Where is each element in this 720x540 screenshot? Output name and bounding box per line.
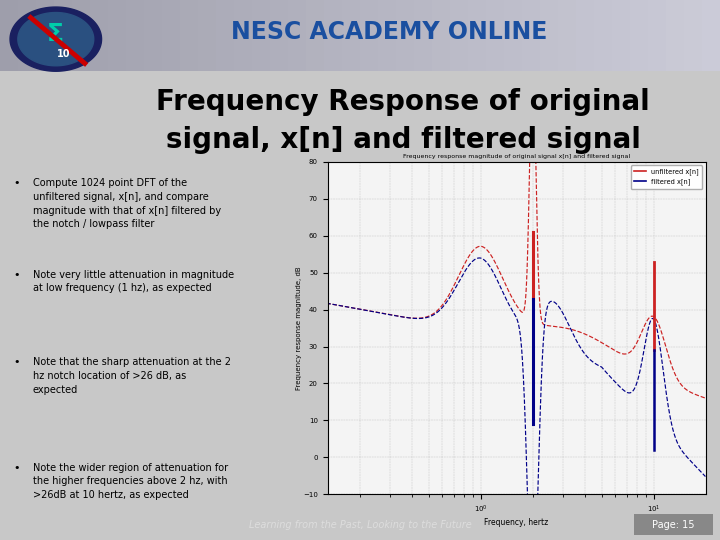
Text: signal, x[n] and filtered signal: signal, x[n] and filtered signal bbox=[166, 126, 641, 154]
unfiltered x[n] bbox=[456, 269, 464, 276]
Text: •: • bbox=[14, 269, 20, 280]
Text: Frequency Response of original: Frequency Response of original bbox=[156, 88, 650, 116]
Text: Note that the sharp attenuation at the 2
hz notch location of >26 dB, as
expecte: Note that the sharp attenuation at the 2… bbox=[32, 357, 230, 395]
Line: filtered x[n]: filtered x[n] bbox=[308, 258, 706, 540]
Text: Compute 1024 point DFT of the
unfiltered signal, x[n], and compare
magnitude wit: Compute 1024 point DFT of the unfiltered… bbox=[32, 178, 220, 230]
unfiltered x[n] bbox=[304, 296, 312, 303]
Polygon shape bbox=[18, 12, 94, 66]
Text: Note the wider region of attenuation for
the higher frequencies above 2 hz, with: Note the wider region of attenuation for… bbox=[32, 463, 228, 500]
Text: Page: 15: Page: 15 bbox=[652, 519, 695, 530]
Bar bbox=[522, 0, 540, 71]
Bar bbox=[342, 0, 360, 71]
Bar bbox=[558, 0, 576, 71]
Bar bbox=[432, 0, 450, 71]
filtered x[n] bbox=[349, 305, 358, 311]
unfiltered x[n] bbox=[528, 60, 537, 66]
filtered x[n] bbox=[304, 296, 312, 303]
Bar bbox=[666, 0, 684, 71]
Bar bbox=[486, 0, 504, 71]
Text: •: • bbox=[14, 463, 20, 473]
Bar bbox=[0, 0, 18, 71]
Bar bbox=[36, 0, 54, 71]
Polygon shape bbox=[10, 7, 102, 71]
unfiltered x[n] bbox=[372, 309, 381, 315]
Bar bbox=[162, 0, 180, 71]
Bar bbox=[180, 0, 198, 71]
Text: Learning from the Past, Looking to the Future: Learning from the Past, Looking to the F… bbox=[248, 519, 472, 530]
Bar bbox=[270, 0, 288, 71]
Bar bbox=[634, 514, 713, 535]
Bar bbox=[18, 0, 36, 71]
Bar bbox=[702, 0, 720, 71]
Bar bbox=[306, 0, 324, 71]
Bar bbox=[378, 0, 396, 71]
filtered x[n] bbox=[701, 473, 710, 480]
Title: Frequency response magnitude of original signal x[n] and filtered signal: Frequency response magnitude of original… bbox=[403, 154, 630, 159]
Text: •: • bbox=[14, 357, 20, 368]
filtered x[n] bbox=[473, 255, 482, 261]
Bar bbox=[198, 0, 216, 71]
Bar bbox=[108, 0, 126, 71]
Bar bbox=[234, 0, 252, 71]
X-axis label: Frequency, hertz: Frequency, hertz bbox=[485, 518, 549, 527]
unfiltered x[n] bbox=[693, 392, 702, 399]
Bar bbox=[54, 0, 72, 71]
Bar bbox=[540, 0, 558, 71]
Bar bbox=[648, 0, 666, 71]
Text: NESC ACADEMY ONLINE: NESC ACADEMY ONLINE bbox=[230, 20, 547, 44]
Bar bbox=[72, 0, 90, 71]
Bar bbox=[612, 0, 630, 71]
Bar bbox=[468, 0, 486, 71]
Bar bbox=[396, 0, 414, 71]
Bar bbox=[504, 0, 522, 71]
Bar bbox=[414, 0, 432, 71]
Bar bbox=[288, 0, 306, 71]
Text: Note very little attenuation in magnitude
at low frequency (1 hz), as expected: Note very little attenuation in magnitud… bbox=[32, 269, 234, 293]
unfiltered x[n] bbox=[651, 314, 660, 321]
unfiltered x[n] bbox=[701, 395, 710, 401]
Bar bbox=[90, 0, 108, 71]
filtered x[n] bbox=[651, 319, 660, 325]
filtered x[n] bbox=[456, 276, 464, 282]
Bar bbox=[594, 0, 612, 71]
Bar bbox=[684, 0, 702, 71]
Text: 10: 10 bbox=[58, 49, 71, 59]
filtered x[n] bbox=[693, 465, 702, 472]
Bar bbox=[144, 0, 162, 71]
Bar bbox=[360, 0, 378, 71]
Bar bbox=[126, 0, 144, 71]
Y-axis label: Frequency response magnitude, dB: Frequency response magnitude, dB bbox=[296, 266, 302, 390]
filtered x[n] bbox=[475, 255, 484, 261]
Bar bbox=[324, 0, 342, 71]
Legend: unfiltered x[n], filtered x[n]: unfiltered x[n], filtered x[n] bbox=[631, 165, 702, 189]
Line: unfiltered x[n]: unfiltered x[n] bbox=[308, 63, 706, 398]
Text: Σ: Σ bbox=[48, 23, 64, 46]
Bar bbox=[576, 0, 594, 71]
Bar bbox=[450, 0, 468, 71]
filtered x[n] bbox=[372, 309, 381, 315]
unfiltered x[n] bbox=[473, 244, 482, 250]
Text: •: • bbox=[14, 178, 20, 188]
Bar bbox=[216, 0, 234, 71]
Bar bbox=[252, 0, 270, 71]
Bar bbox=[630, 0, 648, 71]
unfiltered x[n] bbox=[349, 305, 358, 311]
